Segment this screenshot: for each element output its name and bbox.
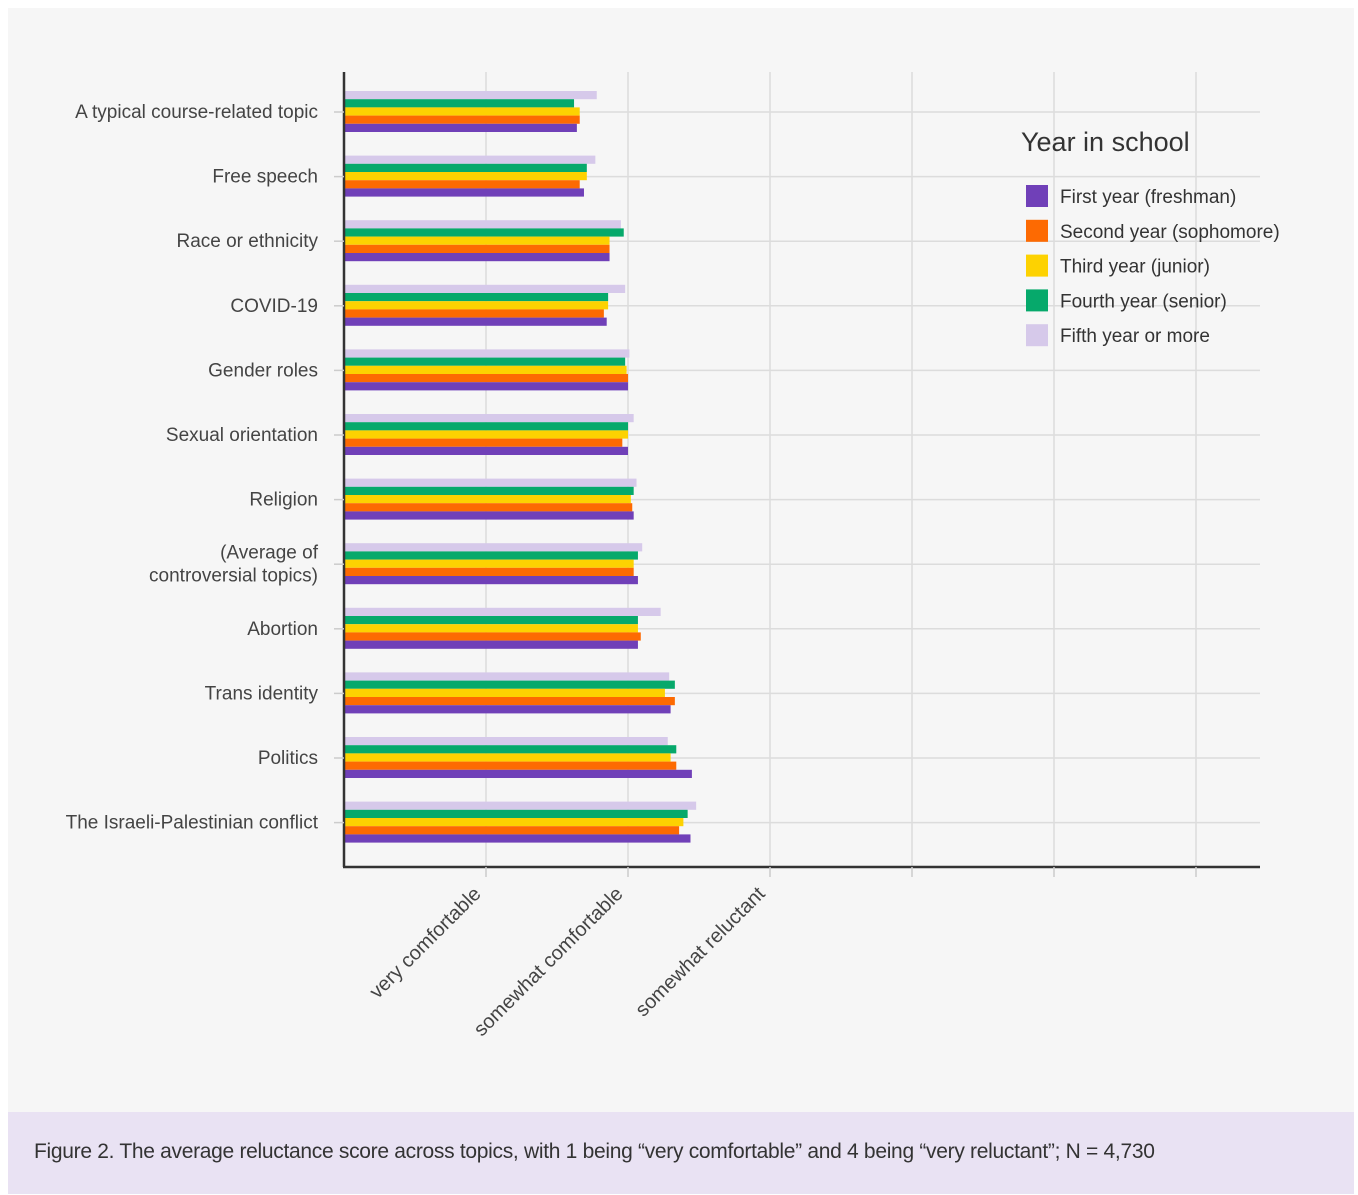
- bar-2-10: [344, 697, 675, 706]
- bar-2-8: [344, 567, 634, 576]
- bar-5-6: [344, 414, 634, 423]
- bar-2-5: [344, 374, 628, 383]
- bar-2-6: [344, 438, 623, 447]
- bar-1-12: [344, 834, 691, 843]
- bar-5-8: [344, 543, 643, 552]
- legend: Year in school First year (freshman) Secon…: [1021, 127, 1280, 347]
- bar-5-5: [344, 349, 630, 358]
- category-label: Sexual orientation: [166, 425, 318, 446]
- bar-2-7: [344, 503, 633, 512]
- legend-label: Second year (sophomore): [1060, 222, 1280, 243]
- legend-label: Fifth year or more: [1060, 326, 1210, 347]
- bar-4-7: [344, 486, 634, 495]
- chart-panel: [8, 8, 1354, 1112]
- bar-5-4: [344, 284, 626, 293]
- axes: [334, 72, 1260, 877]
- legend-swatch: [1026, 185, 1048, 207]
- bar-5-1: [344, 91, 597, 100]
- legend-label: Third year (junior): [1060, 257, 1210, 278]
- category-label: Religion: [249, 490, 318, 511]
- bar-4-4: [344, 293, 609, 302]
- bar-4-1: [344, 99, 575, 108]
- x-tick-label: very comfortable: [365, 883, 485, 1003]
- bar-1-5: [344, 382, 628, 391]
- bar-1-6: [344, 446, 628, 455]
- bar-4-2: [344, 163, 587, 172]
- bar-4-6: [344, 422, 628, 431]
- bar-1-3: [344, 253, 610, 262]
- bar-5-2: [344, 155, 596, 164]
- category-label: Politics: [258, 748, 318, 769]
- legend-swatch: [1026, 324, 1048, 347]
- bar-4-8: [344, 551, 638, 560]
- bar-1-9: [344, 640, 638, 649]
- legend-label: First year (freshman): [1060, 187, 1236, 208]
- bar-1-2: [344, 188, 584, 197]
- bar-5-11: [344, 737, 668, 746]
- bar-4-3: [344, 228, 624, 237]
- bar-3-12: [344, 818, 684, 827]
- bar-2-1: [344, 115, 580, 124]
- figure-caption: Figure 2. The average reluctance score a…: [34, 1140, 1155, 1163]
- bar-5-7: [344, 478, 637, 487]
- bar-3-11: [344, 753, 671, 762]
- category-label: The Israeli-Palestinian conflict: [66, 813, 319, 834]
- bar-3-2: [344, 172, 587, 181]
- x-tick-label: somewhat reluctant: [631, 883, 769, 1021]
- bar-4-10: [344, 680, 675, 689]
- legend-swatch: [1026, 219, 1048, 242]
- category-labels: A typical course-related topic Free speec…: [66, 102, 319, 834]
- bar-1-4: [344, 317, 607, 326]
- bar-4-9: [344, 616, 638, 625]
- bar-3-1: [344, 107, 580, 116]
- legend-swatch: [1026, 254, 1048, 277]
- category-label: COVID-19: [230, 296, 318, 317]
- bar-1-8: [344, 576, 638, 585]
- bar-5-12: [344, 801, 697, 810]
- bar-5-3: [344, 220, 621, 229]
- bar-2-2: [344, 180, 580, 189]
- bar-3-7: [344, 495, 631, 504]
- bar-3-10: [344, 688, 665, 697]
- category-label: Abortion: [247, 619, 318, 640]
- bars: [344, 91, 697, 843]
- category-label: Free speech: [212, 167, 318, 188]
- bar-2-3: [344, 244, 610, 253]
- category-label: Race or ethnicity: [176, 231, 318, 252]
- legend-title: Year in school: [1021, 127, 1190, 157]
- bar-2-11: [344, 761, 677, 770]
- bar-2-12: [344, 826, 680, 835]
- bar-5-10: [344, 672, 670, 681]
- bar-2-9: [344, 632, 641, 641]
- bar-1-11: [344, 769, 692, 778]
- reluctance-bar-chart: A typical course-related topic Free speec…: [66, 72, 1280, 1041]
- x-tick-label: somewhat comfortable: [470, 883, 628, 1041]
- bar-4-11: [344, 745, 677, 754]
- category-label: Gender roles: [208, 360, 318, 381]
- bar-3-6: [344, 430, 628, 439]
- category-label: A typical course-related topic: [75, 102, 318, 123]
- bar-3-8: [344, 559, 634, 568]
- bar-3-3: [344, 236, 610, 245]
- bar-5-9: [344, 607, 661, 616]
- bar-1-10: [344, 705, 671, 714]
- bar-1-7: [344, 511, 634, 520]
- category-label: (Average of: [220, 543, 319, 564]
- caption-bar: Figure 2. The average reluctance score a…: [8, 1112, 1354, 1194]
- legend-swatch: [1026, 289, 1048, 312]
- bar-3-4: [344, 301, 609, 310]
- bar-4-5: [344, 357, 626, 366]
- bar-3-9: [344, 624, 638, 633]
- category-label: Trans identity: [205, 683, 319, 704]
- bar-4-12: [344, 809, 688, 818]
- bar-2-4: [344, 309, 604, 318]
- bar-3-5: [344, 365, 627, 374]
- bar-1-1: [344, 123, 577, 132]
- legend-label: Fourth year (senior): [1060, 291, 1227, 312]
- category-label: controversial topics): [149, 566, 318, 587]
